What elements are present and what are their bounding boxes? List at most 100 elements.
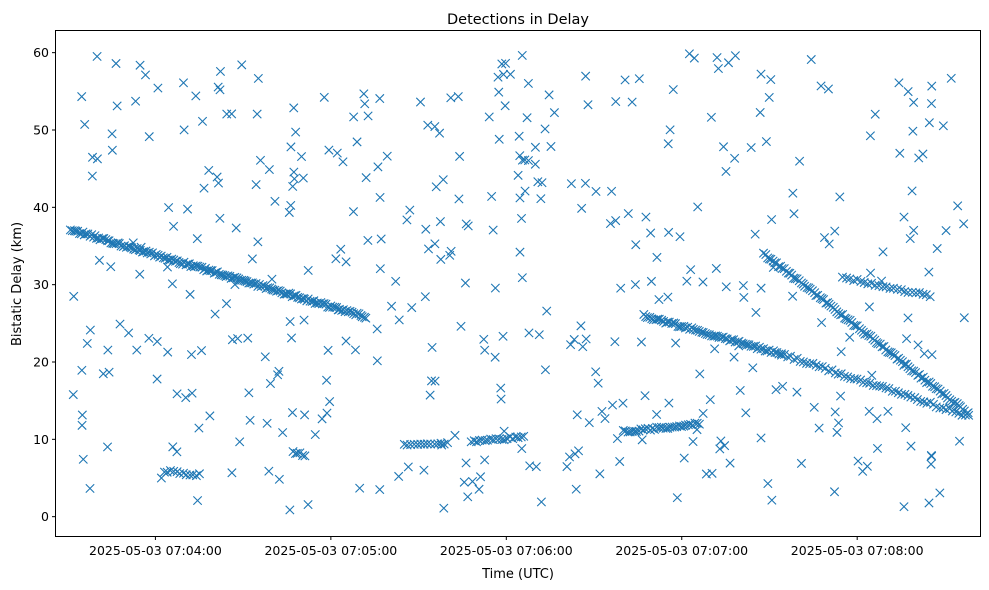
data-point [664,398,674,408]
data-point [77,92,87,102]
data-point [835,391,846,401]
data-point [352,137,362,147]
data-point [328,302,338,312]
data-point [292,448,302,458]
data-point [755,107,765,118]
data-point [932,243,942,254]
data-point [192,234,202,244]
data-point [363,111,373,121]
data-point [463,492,473,502]
data-point [536,497,547,507]
data-point [750,229,760,239]
data-point [343,307,353,317]
data-point [926,450,936,461]
data-point [654,314,664,324]
data-point [627,426,637,437]
data-point [771,385,781,395]
data-point [456,321,466,331]
data-point [892,284,903,294]
data-point [164,202,174,213]
data-point [796,458,807,468]
data-point [911,288,921,298]
data-point [881,383,891,393]
data-point [830,226,840,236]
data-point [375,192,385,203]
data-point [583,100,593,110]
data-point [667,318,677,329]
data-point [233,333,243,344]
data-point [792,387,802,397]
data-point [905,233,915,244]
data-point [430,239,440,249]
data-point [734,341,744,351]
data-point [720,441,730,451]
data-point [605,218,616,229]
data-point [77,365,87,375]
data-point [845,332,855,342]
data-point [493,72,503,82]
data-point [569,334,579,345]
data-point [646,276,657,286]
data-point [768,262,778,272]
data-point [668,84,678,95]
data-point [446,93,456,103]
data-point [516,432,526,442]
data-point [566,179,576,189]
data-point [864,406,874,416]
data-point [948,398,958,408]
data-point [640,391,650,401]
data-point [245,415,255,425]
data-point [85,483,95,494]
data-point [864,330,874,341]
data-point [285,505,295,515]
data-point [903,390,913,401]
data-point [935,488,945,498]
data-point [361,313,371,323]
data-point [163,347,173,357]
data-point [640,424,650,434]
data-point [107,129,117,139]
x-axis-label: Time (UTC) [481,567,554,582]
data-point [251,278,261,289]
data-point [423,120,433,130]
data-point [776,350,787,360]
data-point [954,436,965,446]
data-point [331,254,341,264]
data-point [310,298,320,309]
data-point [215,213,225,223]
y-tick-label: 60 [33,45,49,60]
data-point [102,442,113,452]
data-point [918,149,928,159]
data-point [244,388,254,398]
data-point [534,330,544,340]
data-point [128,238,138,248]
data-point [679,453,689,463]
data-point [957,410,967,420]
data-point [376,234,386,244]
data-point [788,291,798,301]
data-point [286,142,296,152]
data-point [272,286,282,296]
data-point [870,280,880,290]
data-point [267,274,277,284]
data-point [289,103,299,113]
data-point [426,439,436,449]
data-point [577,203,587,213]
data-point [196,346,207,356]
data-point [445,250,455,260]
data-point [181,470,191,480]
data-point [899,212,909,222]
data-point [253,73,263,84]
data-point [795,356,805,366]
data-point [565,340,576,350]
data-point [467,476,478,487]
data-point [317,299,327,309]
data-point [654,294,664,305]
data-point [204,265,214,275]
data-point [490,283,500,293]
data-point [439,503,449,513]
data-point [764,92,774,103]
data-point [698,277,708,287]
data-point [721,166,731,177]
data-point [278,427,288,438]
